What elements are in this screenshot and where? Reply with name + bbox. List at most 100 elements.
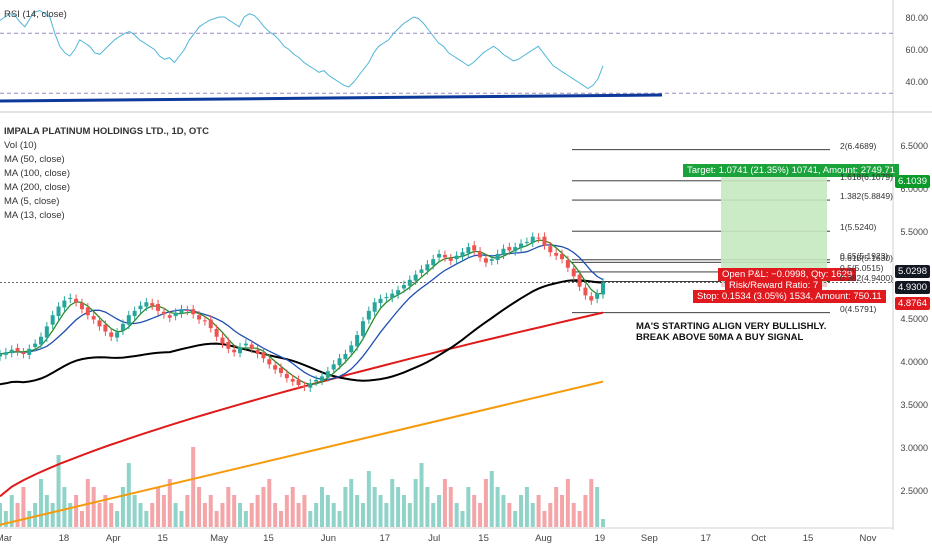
volume-bar — [360, 503, 365, 527]
candle-body — [478, 251, 483, 258]
volume-bar — [97, 503, 102, 527]
candle-body — [91, 316, 96, 320]
candle-body — [103, 324, 108, 332]
volume-bar — [425, 487, 430, 527]
candle-body — [401, 285, 406, 289]
volume-bar — [583, 495, 588, 527]
rsi-axis-label: 80.00 — [905, 13, 928, 23]
note-line-2[interactable]: BREAK ABOVE 50MA A BUY SIGNAL — [636, 332, 804, 343]
volume-bar — [284, 495, 289, 527]
rsi-axis-label: 40.00 — [905, 77, 928, 87]
candle-body — [372, 302, 377, 312]
volume-bar — [565, 479, 570, 527]
volume-bar — [167, 479, 172, 527]
study-legend-item[interactable]: MA (100, close) — [4, 168, 70, 179]
candle-body — [565, 259, 570, 268]
candle-body — [232, 349, 237, 353]
volume-bar — [331, 503, 336, 527]
candle-body — [524, 241, 529, 243]
volume-bar — [91, 487, 96, 527]
candle-body — [115, 332, 120, 338]
candle-body — [554, 253, 559, 256]
candle-body — [530, 236, 535, 243]
study-legend-item[interactable]: MA (200, close) — [4, 182, 70, 193]
price-axis-label: 2.5000 — [900, 486, 928, 496]
candle-body — [355, 335, 360, 347]
pnl-box[interactable]: Open P&L: −0.0998, Qty: 1629 — [718, 268, 857, 281]
volume-bar — [466, 487, 471, 527]
candle-body — [536, 237, 541, 239]
candle-body — [331, 364, 336, 370]
candle-body — [460, 252, 465, 257]
target-box[interactable]: Target: 1.0741 (21.35%) 10741, Amount: 2… — [683, 164, 900, 177]
volume-bar — [407, 503, 412, 527]
volume-bar — [384, 503, 389, 527]
fib-level-label: 0.618(5.1630) — [840, 253, 893, 264]
study-legend-item[interactable]: MA (50, close) — [4, 154, 65, 165]
fib-level-label: 1.382(5.8849) — [840, 191, 893, 202]
volume-bar — [208, 495, 213, 527]
volume-bar — [413, 479, 418, 527]
candle-body — [442, 254, 447, 258]
volume-bar — [460, 511, 465, 527]
time-axis-label: 17 — [700, 533, 712, 544]
candle-body — [185, 310, 190, 312]
target-price-tag: 6.1039 — [894, 175, 930, 188]
candle-body — [349, 345, 354, 353]
volume-bar — [56, 455, 61, 527]
stop-box[interactable]: Stop: 0.1534 (3.05%) 1534, Amount: 750.1… — [693, 290, 886, 303]
volume-bar — [173, 503, 178, 527]
volume-bar — [542, 511, 547, 527]
volume-bar — [249, 503, 254, 527]
candle-body — [472, 245, 477, 251]
candle-body — [366, 310, 371, 320]
volume-bar — [109, 503, 114, 527]
candle-body — [173, 312, 178, 317]
study-legend-item[interactable]: MA (13, close) — [4, 210, 65, 221]
volume-bar — [577, 511, 582, 527]
price-axis-label: 5.5000 — [900, 227, 928, 238]
candle-body — [396, 290, 401, 295]
volume-bar — [366, 471, 371, 527]
volume-bar — [524, 487, 529, 527]
volume-bar — [238, 503, 243, 527]
candle-body — [454, 255, 459, 260]
candle-body — [79, 303, 84, 310]
risk-reward-box[interactable]: Risk/Reward Ratio: 7 — [725, 279, 823, 292]
volume-bar — [390, 479, 395, 527]
ma200-line — [0, 380, 604, 526]
volume-bar — [419, 463, 424, 527]
candle-body — [68, 297, 73, 299]
candle-body — [595, 293, 600, 299]
note-line-1[interactable]: MA'S STARTING ALIGN VERY BULLISHLY. — [636, 321, 827, 332]
volume-bar — [226, 487, 231, 527]
volume-bar — [448, 487, 453, 527]
volume-bar — [3, 511, 8, 527]
volume-bar — [0, 503, 2, 527]
candle-body — [513, 247, 518, 252]
study-legend-item[interactable]: MA (5, close) — [4, 196, 60, 207]
stop-price-tag: 4.8764 — [894, 297, 930, 310]
fib-level-label: 1.618(6.1079) — [840, 171, 893, 182]
candle-body — [319, 376, 324, 381]
volume-bar — [343, 487, 348, 527]
rsi-axis-label: 60.00 — [905, 45, 928, 55]
volume-bar — [554, 487, 559, 527]
volume-bar — [214, 511, 219, 527]
candle-body — [202, 320, 207, 322]
volume-bar — [378, 495, 383, 527]
study-legend-item[interactable]: Vol (10) — [4, 140, 37, 151]
volume-bar — [50, 503, 55, 527]
time-axis-label: Oct — [751, 533, 767, 544]
candle-body — [548, 246, 553, 253]
candle-body — [85, 307, 90, 316]
candle-body — [431, 259, 436, 266]
candle-body — [21, 352, 26, 354]
volume-bar — [15, 503, 20, 527]
volume-bar — [179, 511, 184, 527]
fib-level-label: 0.382(4.9400) — [840, 272, 893, 283]
volume-bar — [38, 479, 43, 527]
candle-body — [571, 268, 576, 277]
time-axis-label: Aug — [535, 533, 552, 544]
